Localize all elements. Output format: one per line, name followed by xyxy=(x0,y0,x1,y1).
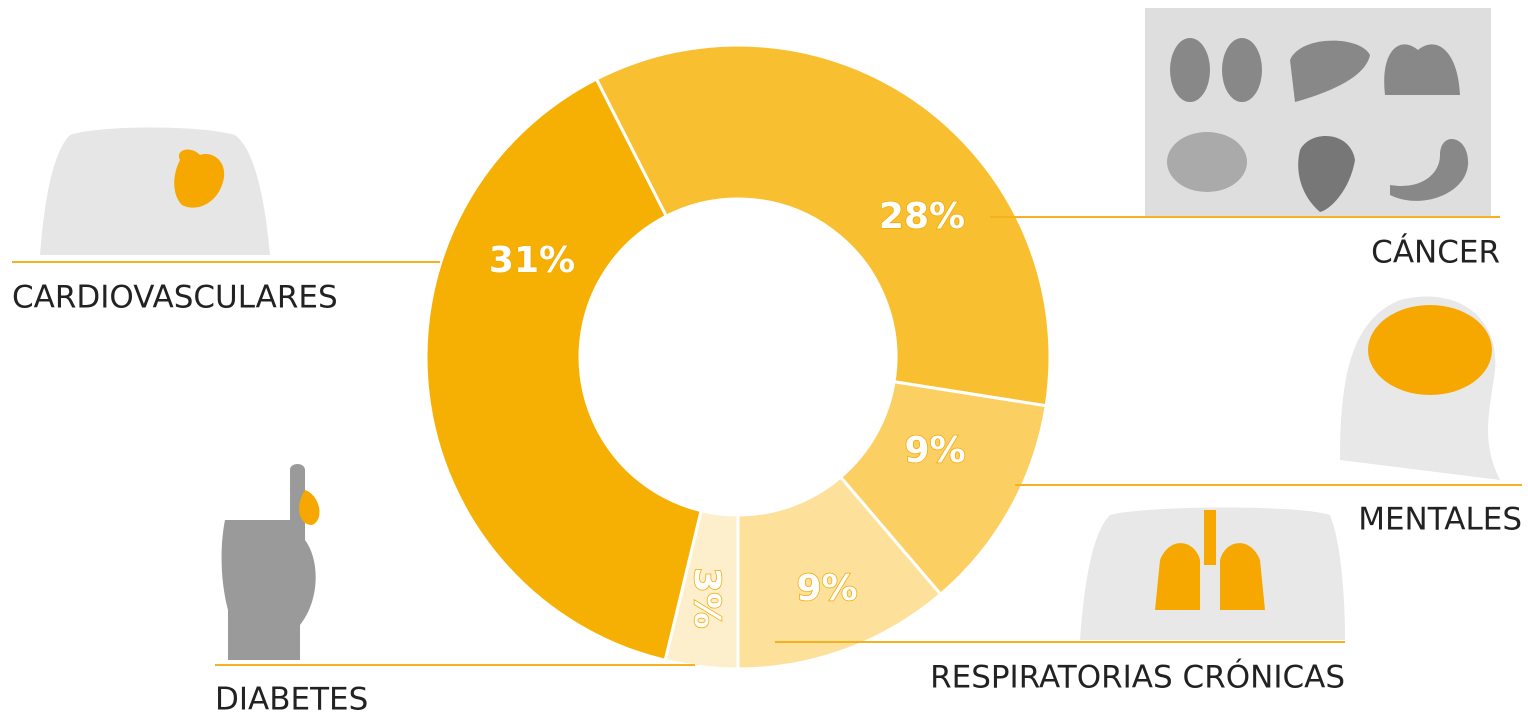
value-label: 3% xyxy=(686,567,727,628)
icon-torso-heart xyxy=(40,128,270,256)
value-label: 9% xyxy=(904,430,965,471)
icon-torso-lungs xyxy=(1080,508,1345,641)
value-label: 9% xyxy=(796,568,857,609)
chart: 28% CÁNCER 9% MENTALES 9% RESPIRATORIAS CRÓNI… xyxy=(0,0,1528,715)
icon-hand xyxy=(222,464,320,660)
value-label: 28% xyxy=(879,196,965,237)
category-label: MENTALES xyxy=(1358,502,1522,538)
category-label: RESPIRATORIAS CRÓNICAS xyxy=(930,659,1345,696)
category-label: DIABETES xyxy=(215,682,368,715)
icon-organs xyxy=(1145,8,1491,216)
value-label: 31% xyxy=(489,240,575,281)
category-label: CARDIOVASCULARES xyxy=(12,280,338,316)
donut-segment xyxy=(596,45,1050,406)
icon-head-brain xyxy=(1340,296,1500,480)
category-label: CÁNCER xyxy=(1371,235,1500,271)
